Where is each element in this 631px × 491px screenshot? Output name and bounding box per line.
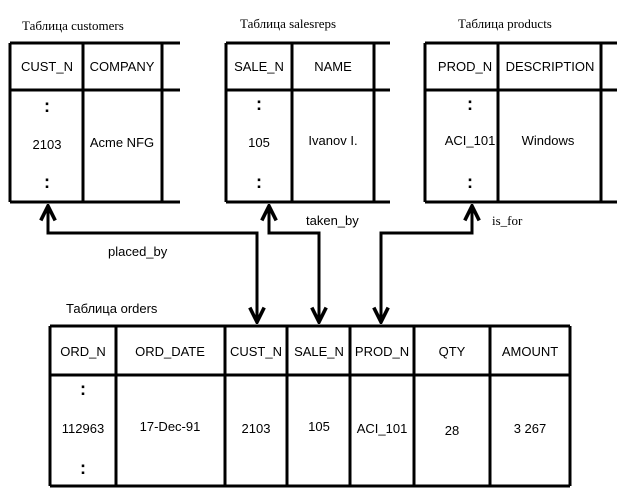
orders-header-cust-n: CUST_N	[230, 344, 282, 359]
orders-ellipsis-top: :	[80, 379, 86, 399]
orders-table: Таблица orders ORD_N ORD_DATE CUST_N SAL…	[48, 301, 572, 488]
orders-header-sale-n: SALE_N	[294, 344, 344, 359]
salesreps-header-sale-n: SALE_N	[234, 59, 284, 74]
orders-header-prod-n: PROD_N	[355, 344, 409, 359]
orders-header-ord-n: ORD_N	[60, 344, 106, 359]
placed-by-arrow	[48, 206, 257, 322]
orders-cell-sale-n: 105	[308, 419, 330, 434]
is-for-label: is_for	[492, 213, 523, 228]
salesreps-cell-sale-n: 105	[248, 135, 270, 150]
customers-header-cust-n: CUST_N	[21, 59, 73, 74]
is-for-arrow	[381, 206, 472, 322]
taken-by-arrow	[269, 206, 319, 322]
salesreps-cell-name: Ivanov I.	[308, 133, 357, 148]
salesreps-table: Таблица salesreps SALE_N NAME : 105 Ivan…	[224, 16, 390, 204]
products-cell-description: Windows	[522, 133, 575, 148]
customers-ellipsis-top: :	[44, 96, 50, 116]
orders-cell-qty: 28	[445, 423, 459, 438]
orders-cell-ord-date: 17-Dec-91	[140, 419, 201, 434]
customers-table: Таблица customers CUST_N COMPANY : 2103 …	[8, 18, 180, 204]
customers-cell-company: Acme NFG	[90, 135, 154, 150]
products-ellipsis-top: :	[467, 94, 473, 114]
orders-header-amount: AMOUNT	[502, 344, 558, 359]
salesreps-ellipsis-bottom: :	[256, 172, 262, 192]
salesreps-table-title: Таблица salesreps	[240, 16, 336, 31]
products-header-prod-n: PROD_N	[438, 59, 492, 74]
products-cell-prod-n: ACI_101	[445, 133, 496, 148]
orders-header-ord-date: ORD_DATE	[135, 344, 205, 359]
orders-ellipsis-bottom: :	[80, 458, 86, 478]
customers-table-title: Таблица customers	[22, 18, 124, 33]
products-table: Таблица products PROD_N DESCRIPTION : AC…	[423, 16, 617, 204]
placed-by-label: placed_by	[108, 244, 168, 259]
customers-ellipsis-bottom: :	[44, 172, 50, 192]
orders-cell-amount: 3 267	[514, 421, 547, 436]
orders-cell-prod-n: ACI_101	[357, 421, 408, 436]
customers-cell-cust-n: 2103	[33, 137, 62, 152]
salesreps-header-name: NAME	[314, 59, 352, 74]
orders-cell-cust-n: 2103	[242, 421, 271, 436]
orders-header-qty: QTY	[439, 344, 466, 359]
salesreps-ellipsis-top: :	[256, 94, 262, 114]
orders-cell-ord-n: 112963	[62, 421, 104, 436]
products-ellipsis-bottom: :	[467, 172, 473, 192]
orders-table-title: Таблица orders	[66, 301, 158, 316]
products-table-title: Таблица products	[458, 16, 552, 31]
taken-by-label: taken_by	[306, 213, 359, 228]
products-header-description: DESCRIPTION	[506, 59, 595, 74]
customers-header-company: COMPANY	[90, 59, 155, 74]
